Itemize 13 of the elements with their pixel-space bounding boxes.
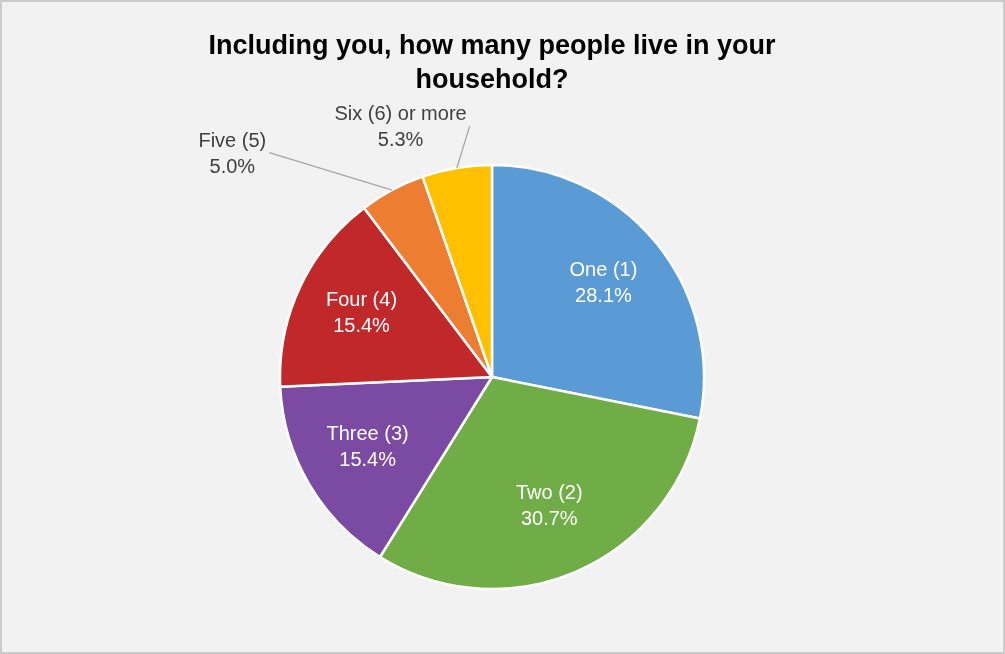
slice-label: Four (4) [325,287,398,310]
data-label: 5.0% [209,154,256,177]
slice-label: Three (3) [326,421,409,444]
data-label: 28.1% [575,283,633,306]
slice-label: Two (2) [515,481,583,504]
slice-label: One (1) [569,257,638,280]
data-label: 15.4% [339,447,397,470]
chart-title: Including you, how many people live in your household? [208,30,777,94]
data-label: 15.4% [333,313,391,336]
slice-label: Six (6) or more [334,102,467,125]
data-label: 5.3% [377,128,424,151]
data-label: 30.7% [520,507,578,530]
slice-label: Five (5) [198,128,267,151]
